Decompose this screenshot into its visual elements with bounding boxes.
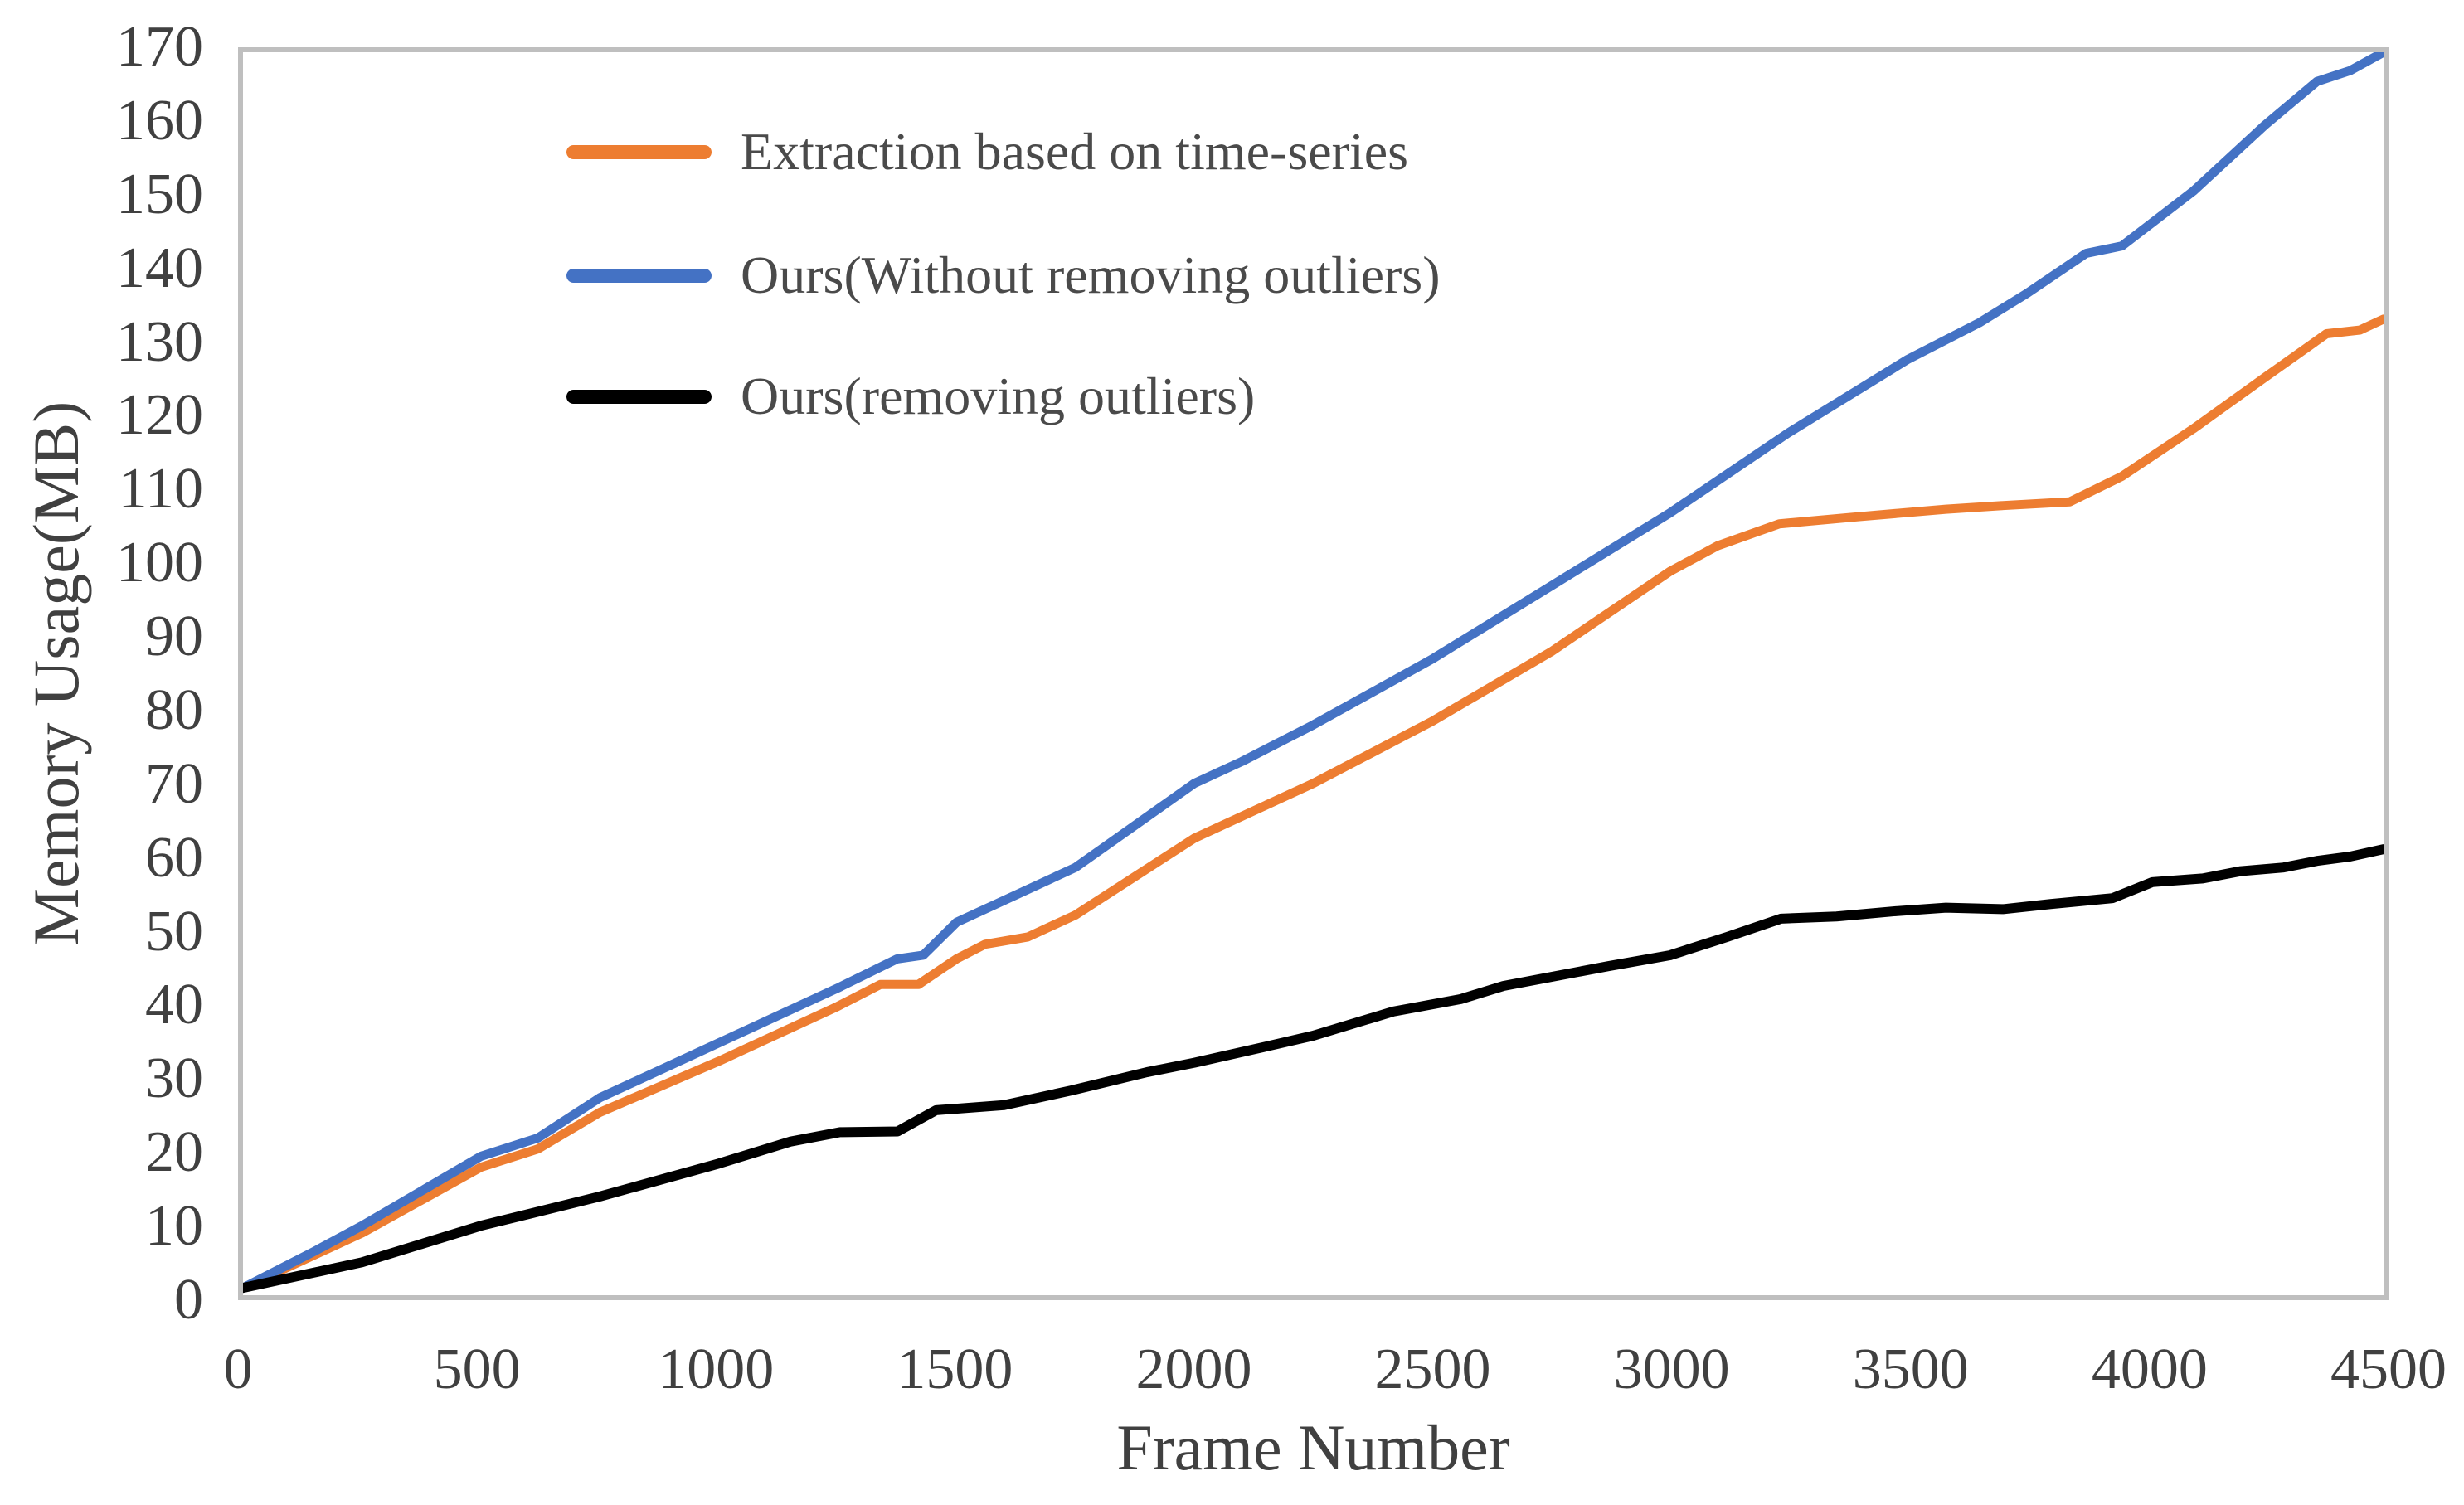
y-tick-label: 160 <box>116 88 203 153</box>
y-tick-label: 90 <box>145 604 203 669</box>
series-line-extraction-based-on-time-series <box>243 319 2384 1288</box>
series-line-ours-removing-outliers <box>243 849 2384 1288</box>
x-tick-label: 4000 <box>2091 1338 2208 1401</box>
x-tick-label: 1500 <box>897 1338 1013 1401</box>
legend-label: Ours(Without removing outliers) <box>741 245 1441 304</box>
y-tick-label: 40 <box>145 973 203 1037</box>
y-tick-label: 100 <box>116 531 203 595</box>
x-tick-label: 2500 <box>1374 1338 1491 1401</box>
y-tick-label: 20 <box>145 1120 203 1185</box>
series-line-ours-without-removing-outliers <box>243 52 2384 1288</box>
chart-series-canvas <box>243 52 2384 1295</box>
legend-swatch-icon <box>566 390 712 404</box>
x-tick-label: 3000 <box>1613 1338 1730 1401</box>
x-tick-label: 1000 <box>658 1338 775 1401</box>
y-tick-label: 80 <box>145 677 203 742</box>
x-tick-label: 4500 <box>2330 1338 2447 1401</box>
y-tick-label: 120 <box>116 383 203 448</box>
x-tick-label: 2000 <box>1135 1338 1252 1401</box>
x-tick-label: 500 <box>433 1338 521 1401</box>
plot-area: Extraction based on time-series Ours(With… <box>238 47 2389 1300</box>
y-tick-label: 70 <box>145 751 203 816</box>
y-tick-label: 0 <box>174 1268 203 1332</box>
legend-label: Extraction based on time-series <box>741 122 1409 181</box>
y-tick-label: 130 <box>116 309 203 374</box>
y-tick-label: 110 <box>118 457 203 522</box>
y-tick-label: 60 <box>145 825 203 890</box>
y-tick-label: 10 <box>145 1194 203 1259</box>
legend-swatch-icon <box>566 145 712 159</box>
x-tick-label: 0 <box>223 1338 253 1401</box>
y-tick-label: 170 <box>116 15 203 79</box>
legend-label: Ours(removing outliers) <box>741 367 1256 425</box>
y-tick-label: 50 <box>145 899 203 964</box>
legend-swatch-icon <box>566 269 712 283</box>
x-axis-title: Frame Number <box>1116 1411 1510 1483</box>
x-tick-label: 3500 <box>1852 1338 1969 1401</box>
y-tick-label: 30 <box>145 1046 203 1111</box>
y-tick-label: 150 <box>116 162 203 226</box>
y-tick-label: 140 <box>116 235 203 300</box>
